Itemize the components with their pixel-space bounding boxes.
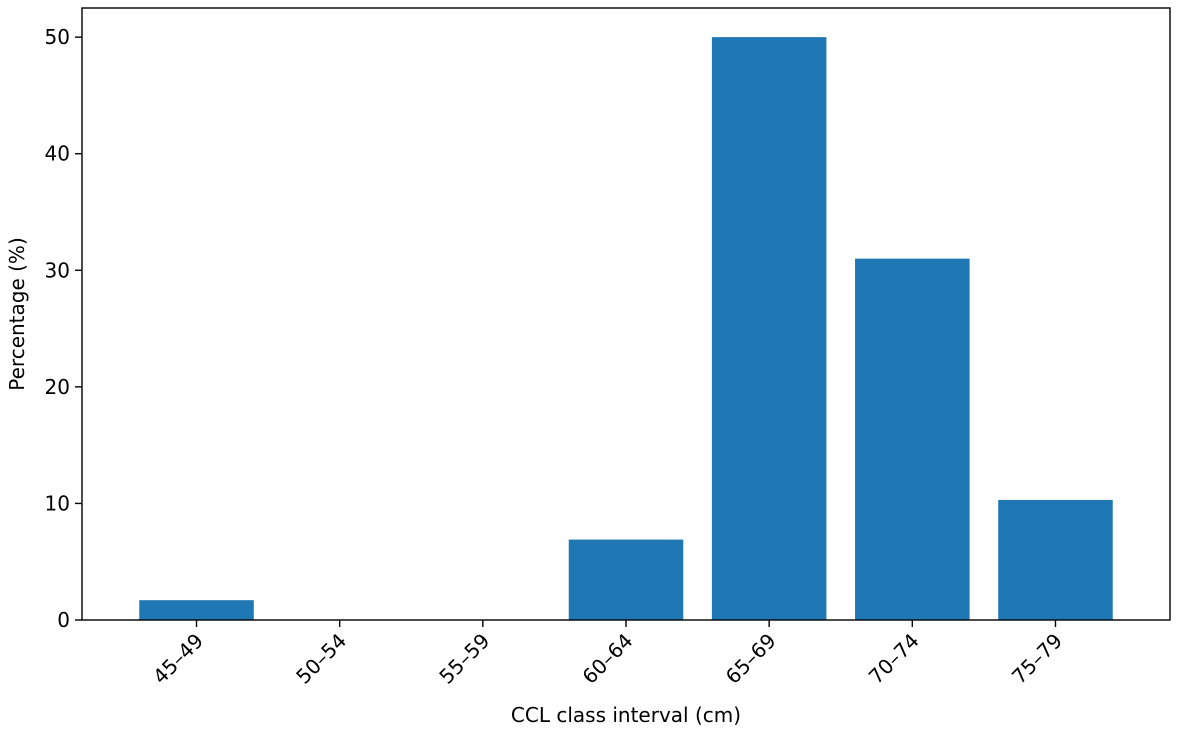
y-axis-label: Percentage (%) [5,237,29,390]
x-axis-label: CCL class interval (cm) [511,703,741,727]
x-axis: 45–49 50–54 55–59 60–64 65–69 70–74 75–79 [148,620,1067,689]
y-axis: 0 10 20 30 40 50 [45,25,82,632]
bar-75–79 [998,499,1113,620]
y-tick-label: 20 [45,375,70,399]
x-tick-label: 45–49 [148,629,208,689]
y-tick-label: 30 [45,258,70,282]
y-tick-label: 0 [57,608,70,632]
plot-frame [81,7,1171,621]
x-tick-label: 55–59 [434,629,494,689]
bar-65–69 [711,37,827,620]
x-tick-label: 75–79 [1007,629,1067,689]
bar-70–74 [855,258,970,620]
x-tick-label: 65–69 [721,629,781,689]
x-tick-label: 50–54 [291,629,351,689]
y-tick-label: 10 [45,491,70,515]
bar-60–64 [568,539,684,620]
x-tick-label: 60–64 [577,629,637,689]
bar-45–49 [139,600,254,620]
y-tick-label: 40 [45,142,70,166]
bars-layer [139,37,1113,620]
y-tick-label: 50 [45,25,70,49]
x-tick-label: 70–74 [864,629,924,689]
